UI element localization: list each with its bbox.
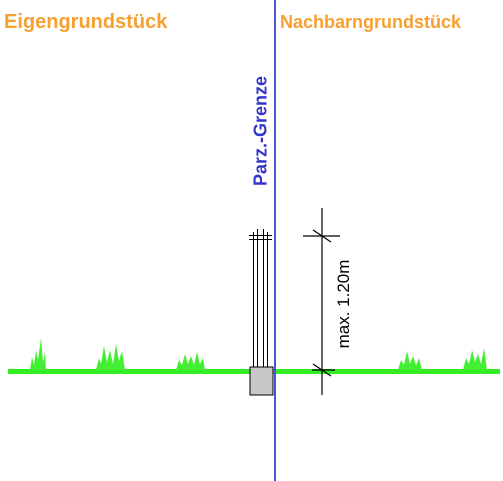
own-property-label: Eigengrundstück — [4, 11, 168, 33]
grass-tuft — [96, 344, 125, 370]
foundation-block — [249, 366, 274, 396]
grass-tuft — [463, 348, 487, 370]
grass-tuft — [176, 352, 205, 370]
max-height-label: max. 1.20m — [334, 259, 353, 349]
grass-tuft — [398, 351, 422, 370]
dimension-tick-bottom — [312, 363, 332, 377]
grass-tuft — [30, 338, 46, 370]
dimension-tick-top — [312, 229, 332, 243]
neighbor-property-label: Nachbarngrundstück — [280, 12, 462, 32]
boundary-label: Parz.-Grenze — [250, 75, 271, 187]
height-dimension — [303, 208, 340, 395]
grass-tufts — [30, 338, 487, 370]
fence — [249, 229, 274, 396]
